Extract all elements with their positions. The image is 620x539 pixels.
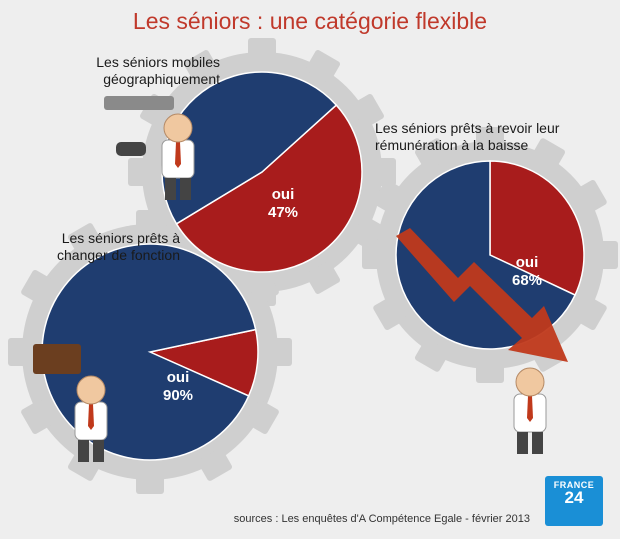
person-tie	[88, 404, 94, 430]
gear-tooth	[373, 295, 406, 331]
person-head	[515, 367, 545, 397]
gear-tooth	[574, 295, 607, 331]
pie-1-value-oui: 47%	[268, 204, 298, 221]
gear-tooth	[414, 138, 450, 171]
source-note: sources : Les enquêtes d'A Compétence Eg…	[233, 513, 530, 525]
pie-2-value-oui: 90%	[163, 387, 193, 404]
gear-tooth	[351, 93, 384, 129]
person-tie	[527, 396, 533, 422]
person-leg	[532, 432, 543, 454]
gear-tooth	[248, 38, 276, 62]
person-tie	[175, 142, 181, 168]
logo-text-top: FRANCE	[553, 480, 595, 490]
travel-icons	[104, 96, 174, 110]
person-head	[163, 113, 193, 143]
gear-tooth	[136, 470, 164, 494]
france24-logo: FRANCE 24	[545, 476, 603, 526]
pie-3-value-oui: 68%	[512, 272, 542, 289]
pie-2-title: Les séniors prêts à changer de fonction	[57, 230, 180, 263]
gear-tooth	[414, 339, 450, 372]
gear-tooth	[128, 158, 152, 186]
gear-tooth	[372, 158, 396, 186]
senior-figure-mobile	[161, 113, 195, 200]
gear-tooth	[476, 359, 504, 383]
gear-tooth	[530, 138, 566, 171]
pie-1-title: Les séniors mobiles géographiquement	[96, 54, 220, 87]
pie-3-title: Les séniors prêts à revoir leur rémunéra…	[375, 120, 560, 153]
gear-tooth	[268, 338, 292, 366]
gear-tooth	[362, 241, 386, 269]
gear-tooth	[574, 179, 607, 215]
gear-tooth	[305, 261, 341, 294]
person-leg	[93, 440, 104, 462]
person-leg	[165, 178, 176, 200]
senior-figure-job	[74, 375, 108, 462]
gear-tooth	[21, 399, 54, 435]
pie-1-label-oui: oui	[272, 186, 295, 203]
gear-tooth	[136, 210, 164, 234]
logo-text-number: 24	[564, 488, 584, 507]
briefcase-icon	[33, 344, 81, 374]
senior-figure-pay	[513, 367, 547, 454]
gear-tooth	[183, 50, 219, 83]
person-head	[76, 375, 106, 405]
gear-tooth	[197, 448, 233, 481]
pie-2-label-oui: oui	[167, 369, 190, 386]
person-leg	[517, 432, 528, 454]
pie-1-slice-non	[175, 104, 363, 273]
person-leg	[180, 178, 191, 200]
pie-3-label-oui: oui	[516, 254, 539, 271]
gear-tooth	[246, 399, 279, 435]
gear-tooth	[305, 50, 341, 83]
pie-1-slice-oui	[161, 71, 338, 225]
chart-title: Les séniors : une catégorie flexible	[132, 8, 488, 34]
gear-tooth	[373, 179, 406, 215]
pie-3-slice-non	[489, 160, 585, 297]
gear-tooth	[67, 223, 103, 256]
gear-tooth	[8, 338, 32, 366]
gear-tooth	[246, 269, 279, 305]
downtrend-arrow	[396, 228, 568, 362]
car-icon	[116, 142, 146, 156]
person-leg	[78, 440, 89, 462]
gear-tooth	[594, 241, 618, 269]
gear-tooth	[476, 127, 504, 151]
gear-tooth	[21, 269, 54, 305]
